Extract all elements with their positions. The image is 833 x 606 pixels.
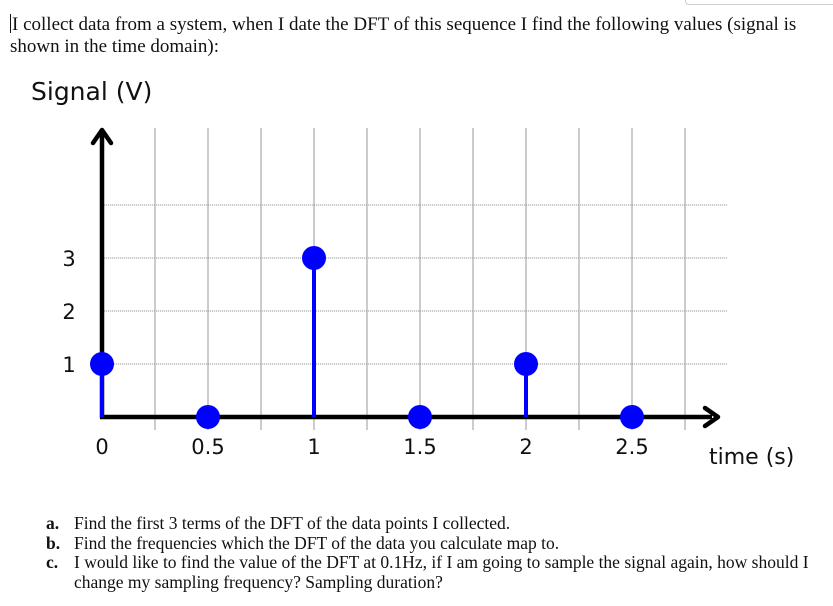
x-tick-label: 0 [95, 435, 108, 459]
text-cursor [10, 14, 11, 33]
data-point-marker [514, 352, 538, 376]
question-list: a. Find the first 3 terms of the DFT of t… [46, 513, 826, 592]
x-tick-label: 1.5 [403, 435, 436, 459]
y-tick-label: 2 [62, 300, 75, 324]
question-b-marker: b. [46, 532, 61, 553]
top-input-box-edge [685, 0, 833, 5]
question-a-text: Find the first 3 terms of the DFT of the… [74, 513, 511, 533]
data-point-marker [196, 405, 220, 429]
y-axis-title: Signal (V) [31, 77, 153, 106]
stem-series [90, 246, 644, 429]
x-tick-label: 2.5 [615, 435, 648, 459]
y-axis-arrow-icon [90, 127, 114, 146]
question-c-text: I would like to find the value of the DF… [74, 552, 809, 592]
question-c: c. I would like to find the value of the … [46, 552, 826, 592]
x-axis-arrow-icon [702, 405, 721, 429]
stem-chart: 1 2 3 0 0.5 1 1.5 2 2.5 time (s) [62, 127, 794, 470]
chart-axes [90, 127, 721, 429]
x-tick-label: 2 [519, 435, 532, 459]
chart-grid [104, 128, 727, 430]
y-tick-label: 1 [62, 353, 75, 377]
x-tick-label: 1 [307, 435, 320, 459]
x-tick-label: 0.5 [191, 435, 224, 459]
question-b-text: Find the frequencies which the DFT of th… [74, 532, 560, 553]
data-point-marker [302, 246, 326, 270]
data-point-marker [90, 352, 114, 376]
data-point-marker [408, 405, 432, 429]
question-b: b. Find the frequencies which the DFT of … [46, 532, 826, 554]
data-point-marker [620, 405, 644, 429]
question-a-marker: a. [46, 513, 60, 533]
question-a: a. Find the first 3 terms of the DFT of t… [46, 513, 826, 534]
y-tick-label: 3 [62, 247, 75, 271]
question-c-marker: c. [46, 552, 59, 572]
x-axis-title: time (s) [709, 445, 794, 470]
intro-text: I collect data from a system, when I dat… [10, 14, 797, 57]
problem-intro: I collect data from a system, when I dat… [10, 14, 810, 58]
y-tick-labels: 1 2 3 [62, 247, 75, 377]
x-tick-labels: 0 0.5 1 1.5 2 2.5 [95, 435, 648, 459]
